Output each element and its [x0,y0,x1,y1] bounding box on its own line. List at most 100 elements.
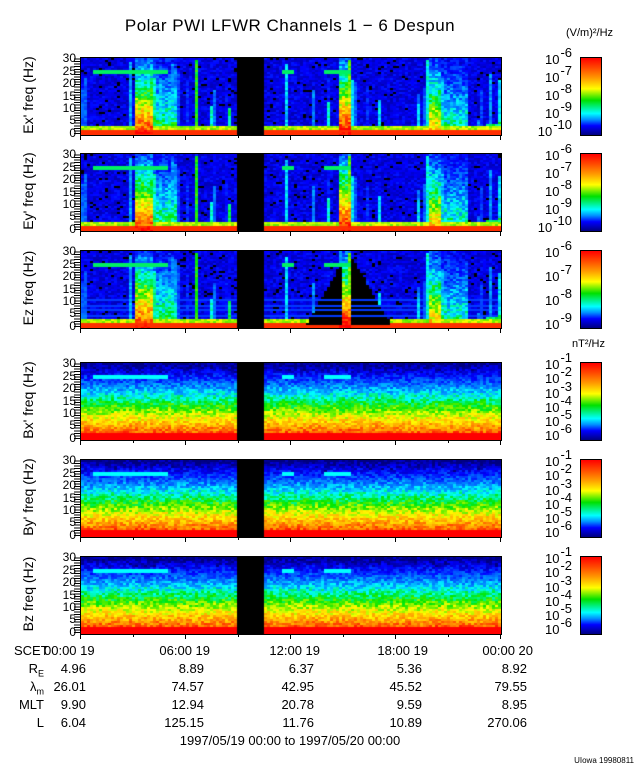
y-tick-label: 20 [62,76,76,91]
colorbar-tick-exponent: -8 [560,176,572,192]
x-tick-mark [500,537,501,542]
x-tick-mark [290,537,291,542]
ephemeris-value: 74.57 [171,679,204,694]
x-tick-mark [185,135,186,140]
colorbar-tick-exponent: -2 [560,461,572,477]
ephemeris-row: L 6.04 125.15 11.76 10.89 270.06 [0,715,640,733]
colorbar-tick-label: 10-4 [530,394,572,415]
colorbar-tick-label: 10-9 [530,196,572,216]
y-tick-label: 5 [69,306,76,321]
colorbar-tick-label: 10-8 [530,287,572,309]
x-tick-mark [395,135,396,140]
y-tick-label: 30 [62,51,76,66]
spectrogram-panel-bx [80,362,502,441]
colorbar-tick-exponent: -7 [560,158,572,174]
y-axis-label: By' freq (Hz) [20,457,36,536]
spectrogram-canvas [81,557,501,634]
y-tick-label: 30 [62,356,76,371]
colorbar-tick-label: 10-7 [530,64,572,84]
colorbar-tick-exponent: -2 [560,558,572,574]
ephemeris-value: 45.52 [389,679,422,694]
colorbar-tick-exponent: -7 [560,62,572,78]
colorbar-tick-label: 10-4 [530,491,572,511]
x-tick-mark [80,135,81,140]
footer-credit: UIowa 19980811 [574,756,634,765]
y-tick-label: 0 [69,318,76,333]
colorbar-tick-label: 10-4 [530,588,572,609]
x-tick-mark [395,537,396,542]
ephemeris-value: 79.55 [494,679,527,694]
x-tick-mark [342,135,344,138]
colorbar-tick-base: 10 [544,551,560,566]
x-tick-mark [447,634,449,637]
y-tick-label: 25 [62,562,76,577]
y-tick-label: 10 [62,196,76,211]
plot-title: Polar PWI LFWR Channels 1 − 6 Despun [124,16,456,35]
x-tick-mark [185,328,186,333]
y-tick-label: 10 [62,405,76,420]
x-tick-mark [80,231,81,236]
y-tick-label: 0 [69,527,76,542]
colorbar-tick-exponent: -6 [560,421,572,437]
colorbar-tick-base: 10 [544,428,560,444]
y-tick-label: 15 [62,281,76,296]
colorbar-tick-base: 10 [544,593,560,609]
row-label-main: R [28,661,38,676]
x-tick-mark [185,231,186,236]
colorbar-tick-exponent: -6 [560,615,572,631]
y-tick-label: 25 [62,465,76,480]
x-tick-mark [132,634,134,637]
y-tick-label: 15 [62,88,76,103]
y-tick-label: 10 [62,100,76,115]
colorbar-tick-base: 10 [544,183,560,199]
x-tick-mark [237,634,239,637]
x-tick-mark [447,135,449,138]
x-tick-mark [185,440,186,445]
ephemeris-value: 9.59 [396,697,422,712]
colorbar [580,57,602,136]
time-tick-label: 12:00 19 [269,643,320,658]
x-tick-mark [342,634,344,637]
colorbar-tick-label: 10-6 [530,239,572,259]
y-axis-label: Bx' freq (Hz) [20,360,36,439]
x-tick-mark [500,231,501,236]
colorbar-tick-exponent: -6 [560,518,572,534]
ephemeris-value: 8.89 [178,661,204,676]
colorbar-tick-base: 10 [544,454,560,469]
colorbar-tick-label: 10-10 [530,214,572,234]
colorbar-tick-base: 10 [544,293,560,309]
ephemeris-row: λm 26.01 74.57 42.95 45.52 79.55 [0,679,640,697]
x-tick-mark [342,440,344,443]
colorbar-tick-base: 10 [544,317,560,333]
x-tick-mark [237,135,239,138]
colorbar-tick-base: 10 [544,148,560,163]
ephemeris-value: 12.94 [171,697,204,712]
ephemeris-value: 8.95 [501,697,527,712]
colorbar-tick-base: 10 [544,414,560,430]
x-tick-mark [500,135,501,140]
colorbar-tick-exponent: -1 [560,544,572,559]
x-tick-mark [447,231,449,234]
colorbar-tick-exponent: -5 [560,407,572,423]
colorbar-tick-exponent: -8 [560,80,572,96]
colorbar-tick-label: 10-8 [530,178,572,199]
colorbar-tick-label: 10-3 [530,574,572,594]
colorbar-tick-label: 10-5 [530,505,572,525]
colorbar-tick-label: 10-1 [530,545,572,566]
x-tick-mark [447,537,449,540]
x-tick-mark [237,537,239,540]
colorbar [580,556,602,635]
y-tick-label: 25 [62,368,76,383]
spectrogram-panel-ez [80,250,502,329]
colorbar-tick-exponent: -3 [560,572,572,588]
colorbar-tick-exponent: -10 [553,116,572,132]
colorbar-tick-label: 10-8 [530,82,572,103]
y-tick-label: 30 [62,147,76,162]
x-tick-mark [447,440,449,443]
colorbar-tick-base: 10 [544,87,560,103]
colorbar-tick-base: 10 [544,399,560,415]
y-tick-label: 0 [69,430,76,445]
y-axis-label: Ey' freq (Hz) [20,151,36,230]
x-tick-mark [290,634,291,639]
x-tick-mark [132,231,134,234]
